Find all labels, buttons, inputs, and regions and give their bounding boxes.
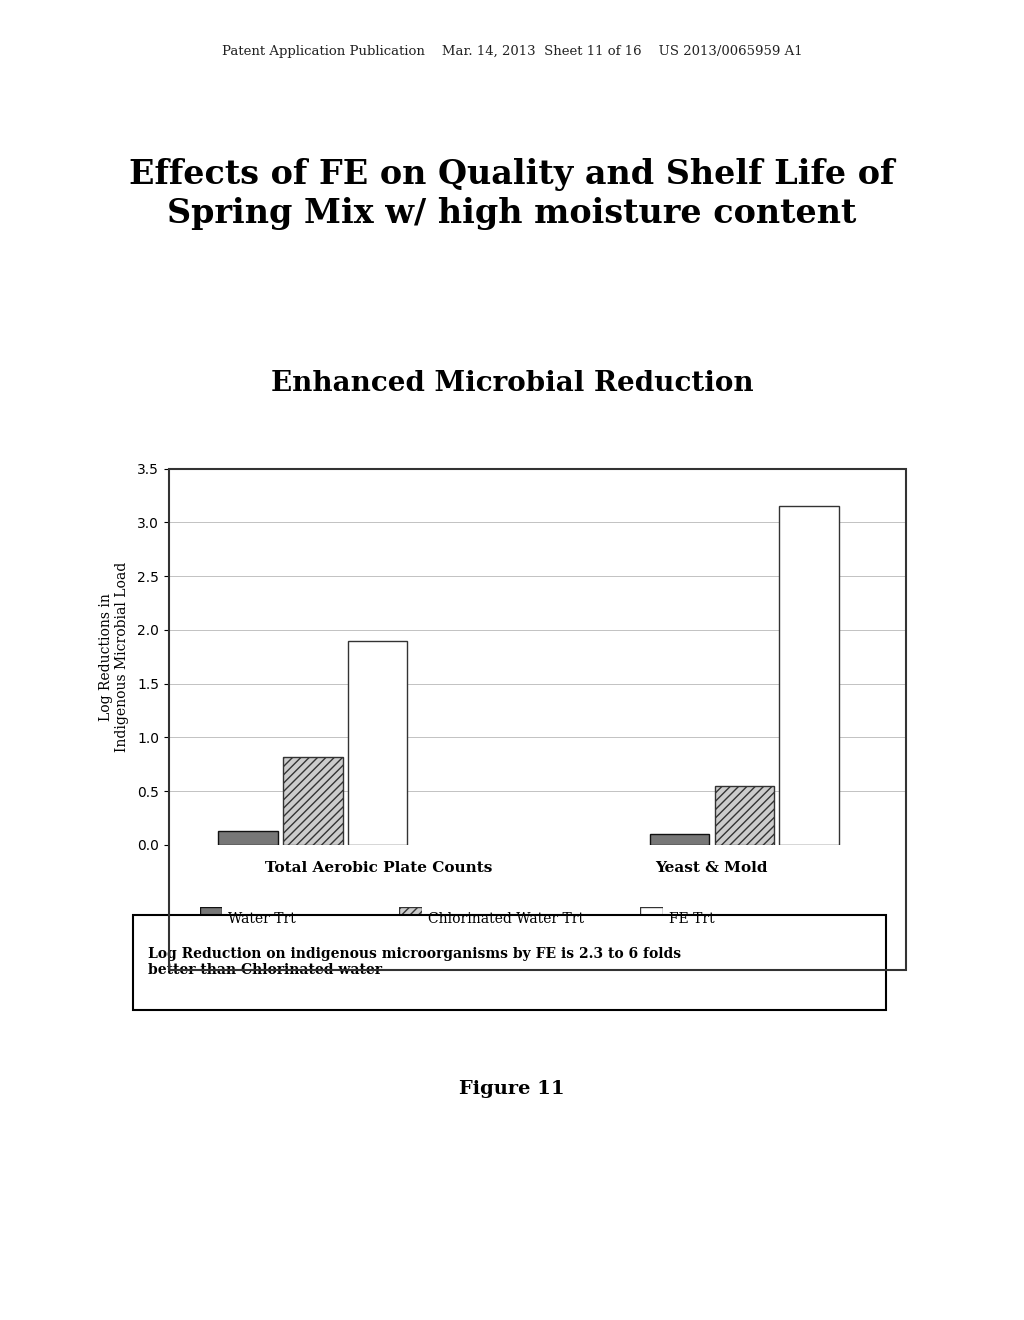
Text: Yeast & Mold: Yeast & Mold xyxy=(655,861,768,875)
Bar xyxy=(348,640,408,845)
Bar xyxy=(715,785,774,845)
Bar xyxy=(283,756,343,845)
Bar xyxy=(779,507,839,845)
Text: FE Trt: FE Trt xyxy=(669,912,715,925)
Text: Figure 11: Figure 11 xyxy=(459,1080,565,1098)
Text: Water Trt: Water Trt xyxy=(228,912,296,925)
Text: Log Reduction on indigenous microorganisms by FE is 2.3 to 6 folds
better than C: Log Reduction on indigenous microorganis… xyxy=(148,948,681,977)
Text: Total Aerobic Plate Counts: Total Aerobic Plate Counts xyxy=(265,861,493,875)
Bar xyxy=(650,834,710,845)
Bar xyxy=(218,830,278,845)
Text: Enhanced Microbial Reduction: Enhanced Microbial Reduction xyxy=(270,370,754,396)
Text: Patent Application Publication    Mar. 14, 2013  Sheet 11 of 16    US 2013/00659: Patent Application Publication Mar. 14, … xyxy=(221,45,803,58)
Text: Chlorinated Water Trt: Chlorinated Water Trt xyxy=(428,912,584,925)
Text: Effects of FE on Quality and Shelf Life of
Spring Mix w/ high moisture content: Effects of FE on Quality and Shelf Life … xyxy=(129,158,895,230)
Y-axis label: Log Reductions in
Indigenous Microbial Load: Log Reductions in Indigenous Microbial L… xyxy=(98,561,129,752)
FancyBboxPatch shape xyxy=(133,915,886,1010)
